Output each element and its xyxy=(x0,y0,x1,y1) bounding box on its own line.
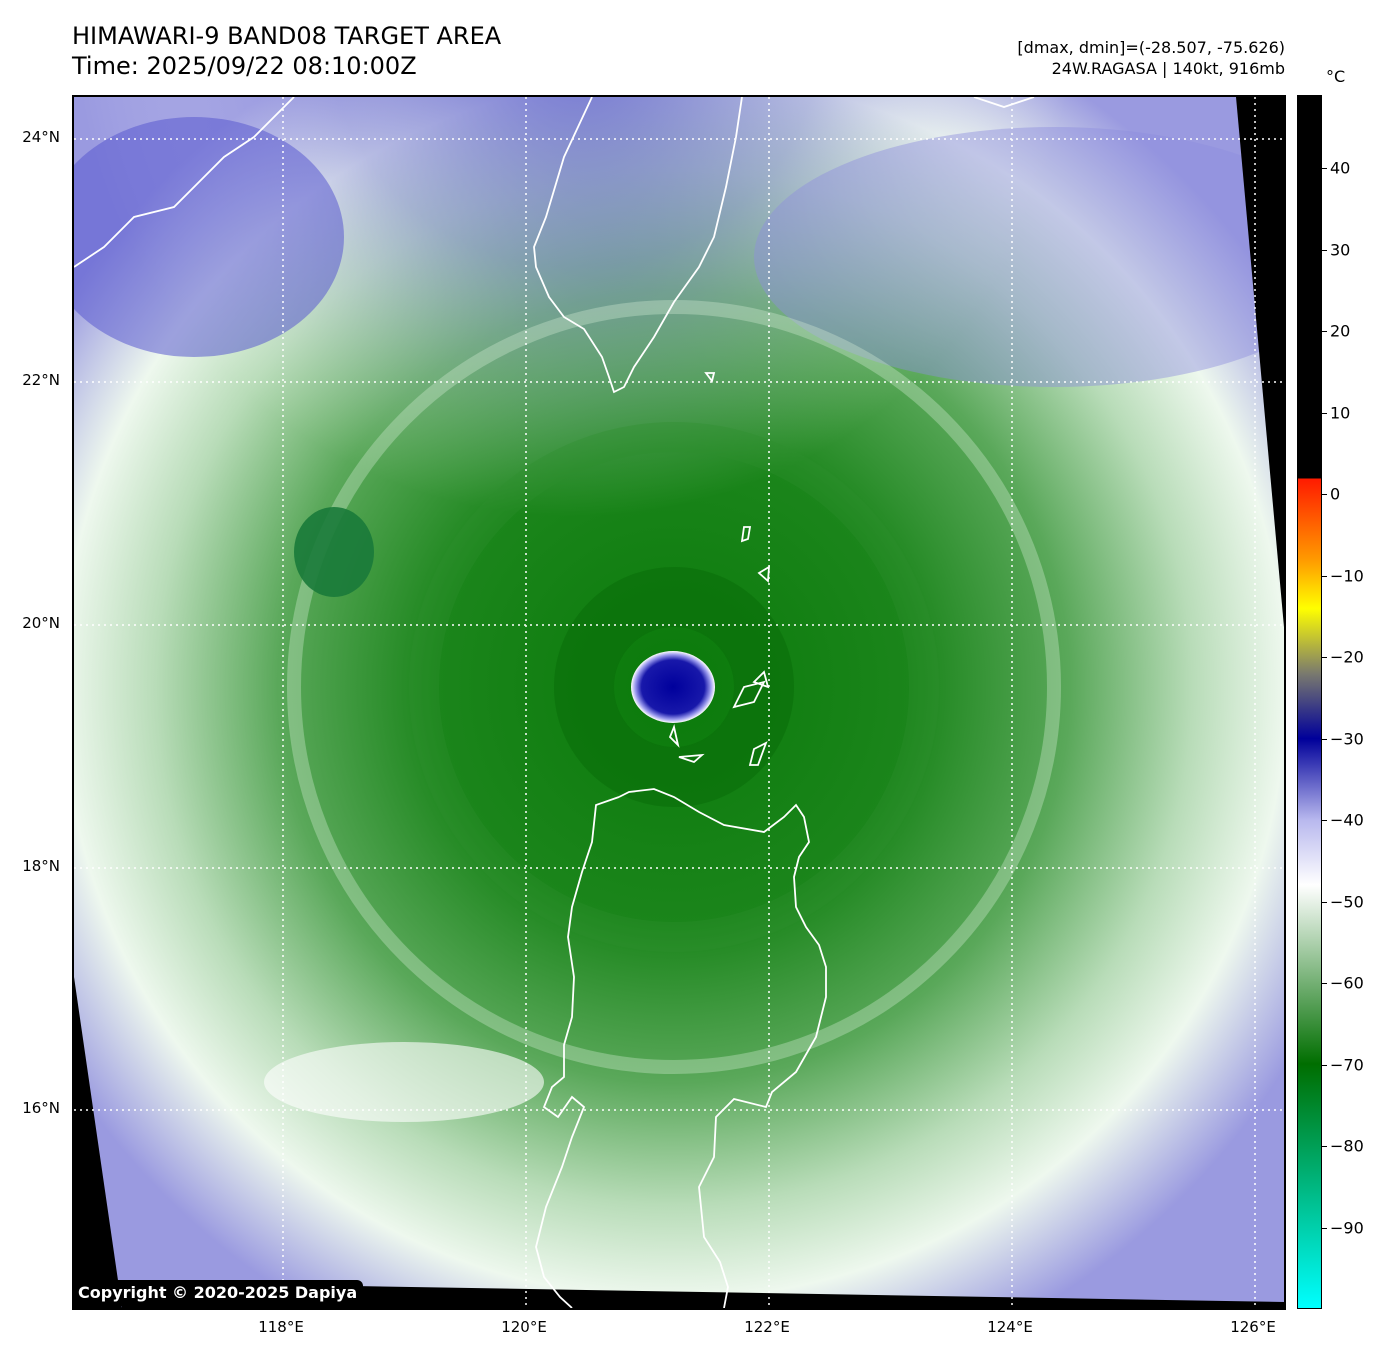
colorbar-tick-mark xyxy=(1322,331,1327,333)
colorbar xyxy=(1297,95,1322,1309)
coastlines xyxy=(74,97,1035,1308)
chart-title: HIMAWARI-9 BAND08 TARGET AREA xyxy=(72,22,502,50)
colorbar-tick-label: −60 xyxy=(1330,973,1364,993)
colorbar-tick-label: −50 xyxy=(1330,892,1364,912)
satellite-map xyxy=(72,95,1286,1310)
colorbar-tick-label: −40 xyxy=(1330,810,1364,830)
colorbar-tick-mark xyxy=(1322,494,1327,496)
colorbar-tick-mark xyxy=(1322,1064,1327,1066)
colorbar-tick-mark xyxy=(1322,738,1327,740)
colorbar-tick-label: 30 xyxy=(1330,240,1351,260)
gridlines xyxy=(74,97,1284,1308)
colorbar-tick-mark xyxy=(1322,983,1327,985)
colorbar-tick-label: −10 xyxy=(1330,566,1364,586)
colorbar-tick-mark xyxy=(1322,1227,1327,1229)
colorbar-tick-mark xyxy=(1322,168,1327,170)
lat-label-20n: 20°N xyxy=(22,614,60,632)
colorbar-tick-label: −90 xyxy=(1330,1218,1364,1238)
lon-label-120e: 120°E xyxy=(501,1318,547,1336)
colorbar-tick-mark xyxy=(1322,412,1327,414)
colorbar-tick-label: −20 xyxy=(1330,647,1364,667)
colorbar-tick-mark xyxy=(1322,575,1327,577)
lat-label-22n: 22°N xyxy=(22,371,60,389)
satellite-imagery xyxy=(74,97,1284,1308)
colorbar-tick-label: −70 xyxy=(1330,1055,1364,1075)
colorbar-tick-label: −30 xyxy=(1330,729,1364,749)
storm-info: 24W.RAGASA | 140kt, 916mb xyxy=(1051,59,1285,78)
colorbar-tick-label: 20 xyxy=(1330,321,1351,341)
dmax-dmin-info: [dmax, dmin]=(-28.507, -75.626) xyxy=(1017,38,1285,57)
lat-label-16n: 16°N xyxy=(22,1099,60,1117)
copyright-notice: Copyright © 2020-2025 Dapiya xyxy=(72,1280,364,1306)
colorbar-tick-label: −80 xyxy=(1330,1136,1364,1156)
lon-label-122e: 122°E xyxy=(744,1318,790,1336)
lon-label-126e: 126°E xyxy=(1230,1318,1276,1336)
colorbar-tick-mark xyxy=(1322,657,1327,659)
colorbar-tick-mark xyxy=(1322,820,1327,822)
colorbar-tick-label: 0 xyxy=(1330,484,1341,504)
colorbar-tick-label: 40 xyxy=(1330,158,1351,178)
colorbar-tick-mark xyxy=(1322,901,1327,903)
lon-label-118e: 118°E xyxy=(258,1318,304,1336)
colorbar-tick-label: 10 xyxy=(1330,403,1351,423)
colorbar-tick-mark xyxy=(1322,1146,1327,1148)
lat-label-18n: 18°N xyxy=(22,857,60,875)
typhoon-eye xyxy=(631,651,715,723)
lon-label-124e: 124°E xyxy=(987,1318,1033,1336)
colorbar-unit: °C xyxy=(1326,67,1346,86)
lat-label-24n: 24°N xyxy=(22,128,60,146)
colorbar-tick-mark xyxy=(1322,249,1327,251)
timestamp-title: Time: 2025/09/22 08:10:00Z xyxy=(72,52,417,80)
